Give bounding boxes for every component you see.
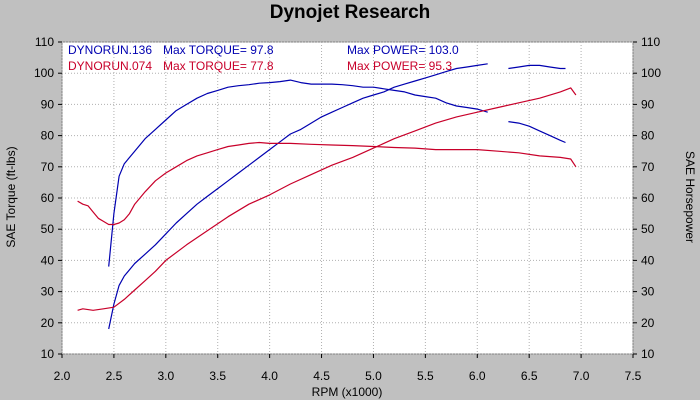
x-axis-label: RPM (x1000) (312, 385, 383, 399)
x-tick-label: 5.0 (365, 369, 382, 383)
x-tick-label: 4.0 (261, 369, 278, 383)
y-tick-label-right: 40 (641, 253, 655, 267)
y-tick-label-left: 40 (41, 253, 55, 267)
y-tick-label-left: 50 (41, 222, 55, 236)
series-line-dynorun-074-power (77, 87, 577, 311)
y-tick-label-right: 90 (641, 97, 655, 111)
y-tick-label-right: 20 (641, 316, 655, 330)
y-tick-label-right: 30 (641, 285, 655, 299)
y-tick-label-right: 100 (641, 66, 661, 80)
series-line-dynorun-136-torque (108, 79, 488, 267)
legend-torque-1: Max TORQUE= 77.8 (163, 59, 274, 73)
y-tick-label-left: 60 (41, 191, 55, 205)
x-tick-label: 2.5 (106, 369, 123, 383)
y-tick-label-right: 60 (641, 191, 655, 205)
y-tick-label-left: 10 (41, 347, 55, 361)
legend-run-0: DYNORUN.136 (68, 43, 152, 57)
legend-torque-0: Max TORQUE= 97.8 (163, 43, 274, 57)
y-tick-label-right: 70 (641, 160, 655, 174)
y-tick-label-right: 80 (641, 129, 655, 143)
y-tick-label-left: 20 (41, 316, 55, 330)
series-line-dynorun-074-torque (77, 141, 577, 226)
legend-run-1: DYNORUN.074 (68, 59, 152, 73)
chart-title: Dynojet Research (269, 2, 431, 23)
x-tick-label: 3.5 (209, 369, 226, 383)
y-tick-label-right: 50 (641, 222, 655, 236)
x-tick-label: 3.0 (157, 369, 174, 383)
x-tick-label: 2.0 (54, 369, 71, 383)
y-tick-label-left: 90 (41, 97, 55, 111)
legend-power-0: Max POWER= 103.0 (347, 43, 459, 57)
x-tick-label: 6.0 (469, 369, 486, 383)
series-line-dynorun-136-torque (508, 121, 566, 144)
y-tick-label-left: 70 (41, 160, 55, 174)
series-line-dynorun-136-power (108, 63, 488, 330)
legend-power-1: Max POWER= 95.3 (347, 59, 452, 73)
x-tick-label: 7.0 (573, 369, 590, 383)
x-tick-label: 6.5 (521, 369, 538, 383)
y-tick-label-left: 100 (34, 66, 54, 80)
x-tick-label: 5.5 (417, 369, 434, 383)
x-tick-label: 4.5 (313, 369, 330, 383)
x-tick-label: 7.5 (625, 369, 642, 383)
y-tick-label-right: 10 (641, 347, 655, 361)
y-tick-label-left: 110 (35, 35, 54, 49)
series-line-dynorun-136-power (508, 64, 566, 70)
y-tick-label-left: 30 (41, 285, 55, 299)
y-tick-label-right: 110 (641, 35, 660, 49)
y-axis-label-left: SAE Torque (ft-lbs) (4, 146, 18, 247)
y-tick-label-left: 80 (41, 129, 55, 143)
y-axis-label-right: SAE Horsepower (683, 151, 697, 243)
